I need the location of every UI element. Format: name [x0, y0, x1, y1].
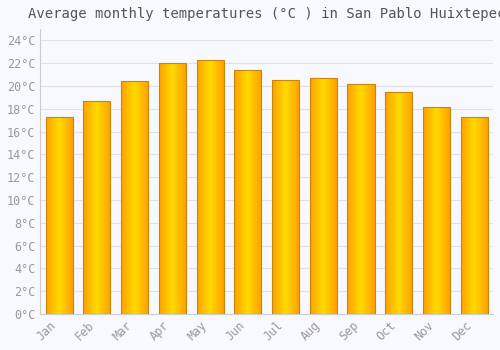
Bar	[234, 70, 262, 314]
Bar	[272, 80, 299, 314]
Bar	[385, 92, 412, 314]
Bar	[46, 117, 73, 314]
Bar	[159, 63, 186, 314]
Bar	[348, 84, 374, 314]
Bar	[460, 117, 488, 314]
Bar	[423, 106, 450, 314]
Bar	[84, 101, 110, 314]
Bar	[121, 82, 148, 314]
Bar	[196, 60, 224, 314]
Bar	[310, 78, 337, 314]
Title: Average monthly temperatures (°C ) in San Pablo Huixtepec: Average monthly temperatures (°C ) in Sa…	[28, 7, 500, 21]
